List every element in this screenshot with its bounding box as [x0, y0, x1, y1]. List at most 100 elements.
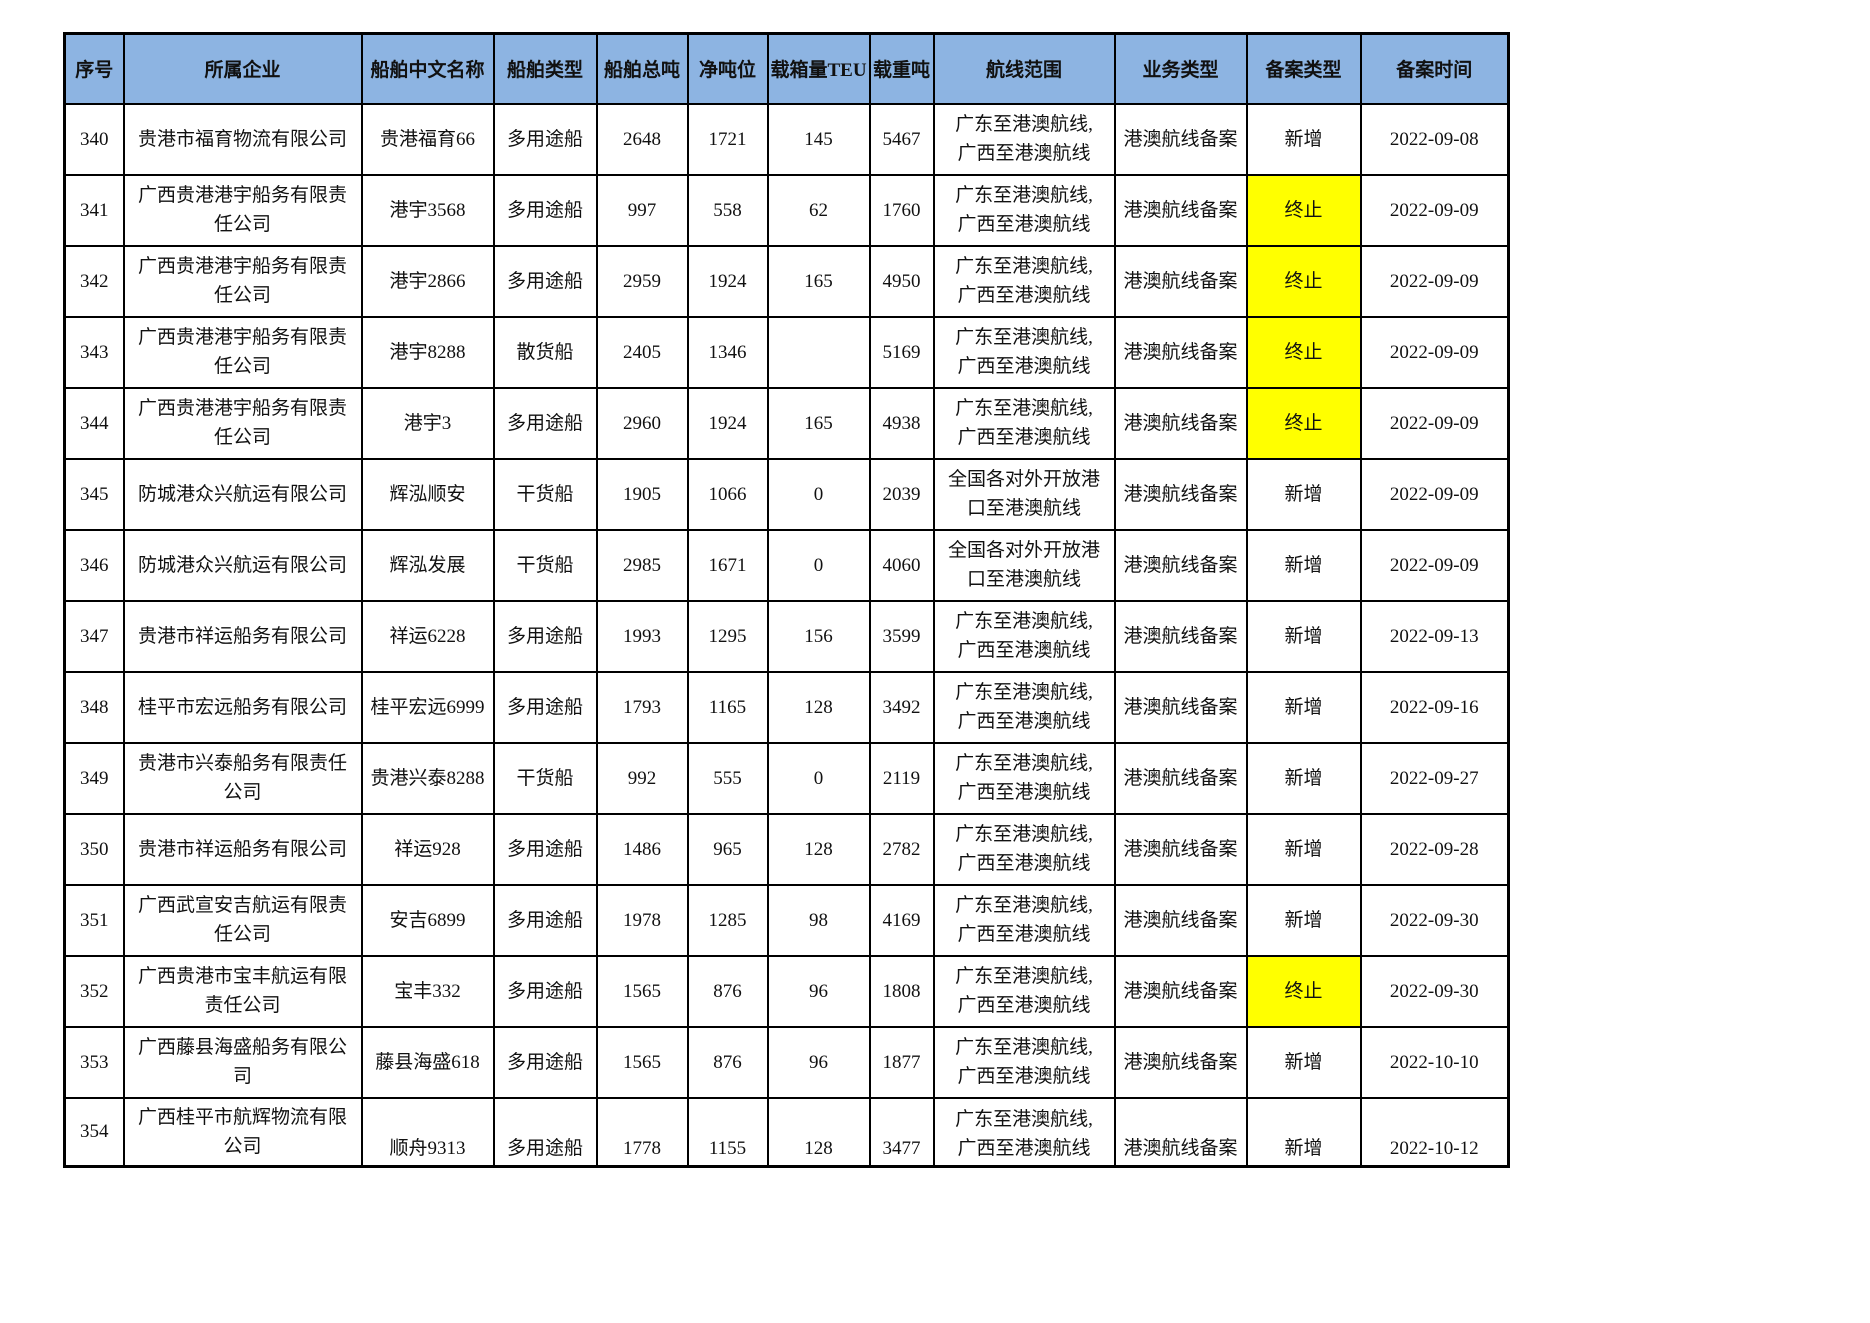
cell-filing-date: 2022-09-09 [1359, 173, 1510, 247]
header-row: 序号 所属企业 船舶中文名称 船舶类型 船舶总吨 净吨位 载箱量TEU 载重吨 … [63, 32, 1510, 105]
cell-business-type: 港澳航线备案 [1113, 599, 1248, 673]
header-cell-ship-type: 船舶类型 [492, 32, 598, 105]
table-row: 344 广西贵港港宇船务有限责任公司 港宇3 多用途船 2960 1924 165 4938 广… [63, 386, 1510, 460]
cell-ship-name: 祥运6228 [360, 599, 495, 673]
cell-business-type: 港澳航线备案 [1113, 386, 1248, 460]
cell-gross-tonnage: 2405 [595, 315, 689, 389]
table-row: 342 广西贵港港宇船务有限责任公司 港宇2866 多用途船 2959 1924 165 49… [63, 244, 1510, 318]
header-cell-gross-tonnage: 船舶总吨 [595, 32, 689, 105]
cell-ship-type: 干货船 [492, 741, 598, 815]
cell-gross-tonnage: 997 [595, 173, 689, 247]
cell-ship-type: 多用途船 [492, 812, 598, 886]
table-row: 350 贵港市祥运船务有限公司 祥运928 多用途船 1486 965 128 2782 广东至… [63, 812, 1510, 886]
cell-business-type: 港澳航线备案 [1113, 173, 1248, 247]
cell-teu: 128 [766, 1096, 871, 1168]
cell-net-tonnage: 1285 [686, 883, 769, 957]
cell-deadweight: 5169 [868, 315, 935, 389]
cell-seq: 350 [63, 812, 125, 886]
cell-route: 广东至港澳航线, 广西至港澳航线 [932, 599, 1116, 673]
cell-teu: 96 [766, 954, 871, 1028]
cell-teu: 96 [766, 1025, 871, 1099]
header-cell-filing-type: 备案类型 [1245, 32, 1362, 105]
cell-seq: 345 [63, 457, 125, 531]
cell-ship-name: 顺舟9313 [360, 1096, 495, 1168]
cell-deadweight: 2782 [868, 812, 935, 886]
header-cell-net-tonnage: 净吨位 [686, 32, 769, 105]
cell-filing-date: 2022-10-12 [1359, 1096, 1510, 1168]
cell-business-type: 港澳航线备案 [1113, 883, 1248, 957]
cell-seq: 351 [63, 883, 125, 957]
cell-filing-date: 2022-09-09 [1359, 244, 1510, 318]
cell-deadweight: 2039 [868, 457, 935, 531]
cell-ship-type: 干货船 [492, 457, 598, 531]
cell-filing-date: 2022-09-16 [1359, 670, 1510, 744]
cell-company: 广西贵港港宇船务有限责任公司 [122, 173, 363, 247]
cell-filing-type: 终止 [1245, 954, 1362, 1028]
cell-seq: 347 [63, 599, 125, 673]
cell-company: 广西武宣安吉航运有限责任公司 [122, 883, 363, 957]
cell-ship-name: 港宇2866 [360, 244, 495, 318]
cell-route: 广东至港澳航线, 广西至港澳航线 [932, 670, 1116, 744]
cell-route: 广东至港澳航线, 广西至港澳航线 [932, 812, 1116, 886]
cell-gross-tonnage: 1978 [595, 883, 689, 957]
table-row: 347 贵港市祥运船务有限公司 祥运6228 多用途船 1993 1295 156 3599 广… [63, 599, 1510, 673]
cell-gross-tonnage: 2648 [595, 102, 689, 176]
cell-filing-date: 2022-09-28 [1359, 812, 1510, 886]
cell-company: 广西贵港港宇船务有限责任公司 [122, 244, 363, 318]
cell-ship-type: 多用途船 [492, 244, 598, 318]
header-cell-teu: 载箱量TEU [766, 32, 871, 105]
cell-ship-type: 干货船 [492, 528, 598, 602]
cell-deadweight: 5467 [868, 102, 935, 176]
cell-ship-name: 港宇3568 [360, 173, 495, 247]
cell-teu: 0 [766, 528, 871, 602]
cell-deadweight: 1808 [868, 954, 935, 1028]
cell-ship-type: 多用途船 [492, 599, 598, 673]
cell-net-tonnage: 876 [686, 1025, 769, 1099]
cell-business-type: 港澳航线备案 [1113, 812, 1248, 886]
cell-company: 防城港众兴航运有限公司 [122, 457, 363, 531]
table-row: 348 桂平市宏远船务有限公司 桂平宏远6999 多用途船 1793 1165 128 349… [63, 670, 1510, 744]
cell-deadweight: 4950 [868, 244, 935, 318]
cell-ship-name: 港宇8288 [360, 315, 495, 389]
cell-net-tonnage: 965 [686, 812, 769, 886]
header-cell-company: 所属企业 [122, 32, 363, 105]
cell-seq: 354 [63, 1096, 125, 1168]
cell-ship-type: 多用途船 [492, 954, 598, 1028]
cell-seq: 352 [63, 954, 125, 1028]
cell-gross-tonnage: 1565 [595, 954, 689, 1028]
cell-ship-name: 辉泓发展 [360, 528, 495, 602]
cell-route: 广东至港澳航线, 广西至港澳航线 [932, 1096, 1116, 1168]
cell-filing-date: 2022-09-27 [1359, 741, 1510, 815]
cell-teu [766, 315, 871, 389]
cell-seq: 340 [63, 102, 125, 176]
cell-route: 广东至港澳航线, 广西至港澳航线 [932, 173, 1116, 247]
cell-gross-tonnage: 1993 [595, 599, 689, 673]
cell-ship-type: 多用途船 [492, 1025, 598, 1099]
cell-net-tonnage: 876 [686, 954, 769, 1028]
cell-business-type: 港澳航线备案 [1113, 315, 1248, 389]
cell-route: 广东至港澳航线, 广西至港澳航线 [932, 883, 1116, 957]
cell-deadweight: 1877 [868, 1025, 935, 1099]
cell-gross-tonnage: 1486 [595, 812, 689, 886]
cell-teu: 165 [766, 244, 871, 318]
cell-seq: 342 [63, 244, 125, 318]
cell-teu: 145 [766, 102, 871, 176]
cell-filing-type: 终止 [1245, 173, 1362, 247]
cell-gross-tonnage: 1565 [595, 1025, 689, 1099]
cell-filing-type: 新增 [1245, 883, 1362, 957]
cell-ship-type: 多用途船 [492, 1096, 598, 1168]
cell-route: 广东至港澳航线, 广西至港澳航线 [932, 954, 1116, 1028]
cell-filing-type: 终止 [1245, 386, 1362, 460]
vessel-filing-table: 序号 所属企业 船舶中文名称 船舶类型 船舶总吨 净吨位 载箱量TEU 载重吨 … [63, 32, 1510, 1168]
cell-route: 广东至港澳航线, 广西至港澳航线 [932, 244, 1116, 318]
cell-ship-name: 港宇3 [360, 386, 495, 460]
cell-teu: 128 [766, 670, 871, 744]
cell-gross-tonnage: 1905 [595, 457, 689, 531]
cell-net-tonnage: 1721 [686, 102, 769, 176]
cell-company: 桂平市宏远船务有限公司 [122, 670, 363, 744]
cell-filing-type: 新增 [1245, 457, 1362, 531]
cell-teu: 165 [766, 386, 871, 460]
cell-business-type: 港澳航线备案 [1113, 102, 1248, 176]
cell-ship-type: 多用途船 [492, 102, 598, 176]
cell-ship-name: 宝丰332 [360, 954, 495, 1028]
